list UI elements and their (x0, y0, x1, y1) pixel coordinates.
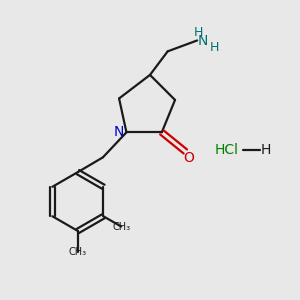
Text: H: H (194, 26, 203, 39)
Text: O: O (183, 151, 194, 165)
Text: HCl: HCl (214, 143, 239, 157)
Text: CH₃: CH₃ (112, 222, 130, 232)
Text: H: H (261, 143, 272, 157)
Text: CH₃: CH₃ (69, 247, 87, 256)
Text: N: N (114, 125, 124, 139)
Text: N: N (197, 34, 208, 48)
Text: H: H (210, 41, 220, 54)
